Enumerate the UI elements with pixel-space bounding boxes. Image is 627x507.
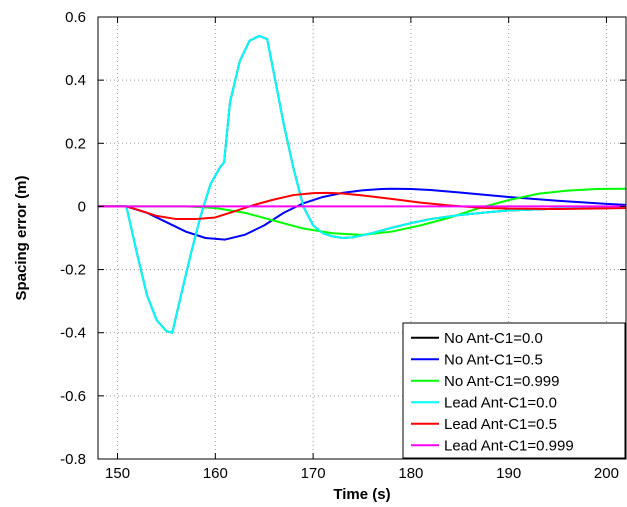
y-tick-label: 0.4 (65, 72, 86, 89)
x-tick-label: 160 (203, 465, 228, 482)
legend-label: Lead Ant-C1=0.5 (444, 416, 557, 433)
legend-label: No Ant-C1=0.0 (444, 330, 543, 347)
legend: No Ant-C1=0.0 No Ant-C1=0.5 No Ant-C1=0.99… (402, 322, 626, 459)
y-tick-label: -0.2 (60, 262, 86, 279)
y-tick-label: -0.6 (60, 388, 86, 405)
legend-label: Lead Ant-C1=0.999 (444, 437, 574, 454)
y-tick-label: -0.8 (60, 451, 86, 468)
tick-labels: 150 160 170 180 190 200 -0.8 -0.6 -0.4 -0.2 0 0.2 0.… (60, 9, 619, 482)
series-line-4 (98, 34, 626, 334)
legend-label: No Ant-C1=0.999 (444, 373, 560, 390)
x-axis-title: Time (s) (333, 486, 390, 503)
x-tick-label: 190 (496, 465, 521, 482)
series-line-2 (98, 187, 626, 241)
y-tick-label: 0 (78, 198, 86, 215)
legend-box (402, 322, 626, 459)
x-tick-label: 200 (594, 465, 619, 482)
y-tick-label: 0.6 (65, 9, 86, 26)
plot-frame (97, 16, 627, 460)
legend-label: Lead Ant-C1=0.0 (444, 394, 557, 411)
y-tick-label: -0.4 (60, 325, 86, 342)
x-tick-label: 170 (301, 465, 326, 482)
legend-label: No Ant-C1=0.5 (444, 351, 543, 368)
y-axis-title: Spacing error (m) (13, 175, 30, 300)
y-tick-label: 0.2 (65, 135, 86, 152)
x-tick-label: 180 (398, 465, 423, 482)
x-tick-label: 150 (105, 465, 130, 482)
series-line-5 (98, 191, 626, 221)
series-lines (98, 34, 626, 334)
